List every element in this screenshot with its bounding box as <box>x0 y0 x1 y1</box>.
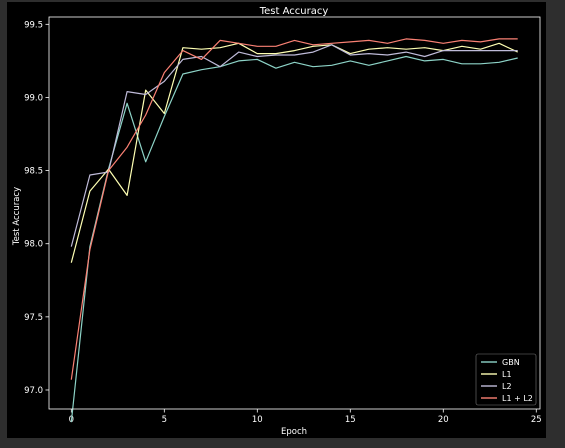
x-tick-label: 15 <box>345 415 356 425</box>
legend-box <box>475 353 537 406</box>
series-line-l1-l2 <box>70 38 518 380</box>
y-tick-label: 98.0 <box>24 240 43 250</box>
y-tick-label: 97.0 <box>24 386 43 396</box>
legend-items: GBN L1 L2 L1 + L2 <box>481 358 533 403</box>
x-tick-label: 5 <box>162 415 167 425</box>
plot-frame <box>48 16 541 410</box>
y-axis-label: Test Accuracy <box>12 187 22 246</box>
x-tick-label: 10 <box>252 415 263 425</box>
series-line-gbn <box>70 55 518 423</box>
legend-label: GBN <box>502 358 520 367</box>
x-axis-label: Epoch <box>281 427 307 437</box>
y-tick-label: 97.5 <box>24 313 43 323</box>
series-lines <box>70 38 518 423</box>
chart-title: Test Accuracy <box>259 6 329 17</box>
legend-label: L1 <box>502 370 512 379</box>
legend-label: L2 <box>502 382 512 391</box>
y-tick-label: 99.5 <box>24 20 43 30</box>
y-tick-label: 99.0 <box>24 93 43 103</box>
series-line-l2 <box>70 44 518 247</box>
legend: GBN L1 L2 L1 + L2 <box>475 353 537 406</box>
y-tick-label: 98.5 <box>24 167 43 177</box>
x-tick-label: 20 <box>438 415 449 425</box>
x-tick-label: 25 <box>531 415 542 425</box>
legend-label: L1 + L2 <box>502 394 533 403</box>
